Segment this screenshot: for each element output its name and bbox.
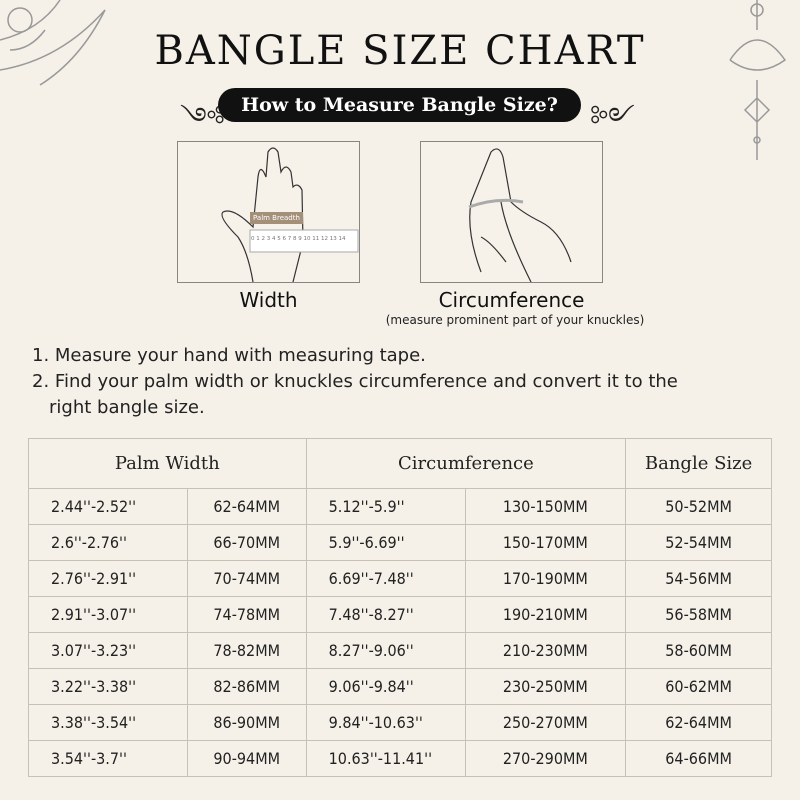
- table-row: 2.76''-2.91'' 70-74MM 6.69''-7.48'' 170-190…: [28, 560, 772, 597]
- bangle-size-cell: 56-58MM: [625, 596, 772, 633]
- circumference-illustration: [420, 141, 603, 283]
- circumference-caption: Circumference: [438, 288, 585, 312]
- circumference-mm-cell: 190-210MM: [464, 596, 627, 633]
- ruler-ticks: 0 1 2 3 4 5 6 7 8 9 10 11 12 13 14: [251, 236, 346, 242]
- circumference-mm-cell: 210-230MM: [464, 632, 627, 669]
- hand-palm-icon: [221, 147, 359, 282]
- circumference-inches-cell: 8.27''-9.06'': [305, 632, 466, 669]
- table-row: 2.44''-2.52'' 62-64MM 5.12''-5.9'' 130-150M…: [28, 488, 772, 525]
- header-circumference: Circumference: [305, 438, 627, 489]
- palm-width-mm-cell: 86-90MM: [186, 704, 307, 741]
- table-row: 2.6''-2.76'' 66-70MM 5.9''-6.69'' 150-170MM…: [28, 524, 772, 561]
- table-row: 2.91''-3.07'' 74-78MM 7.48''-8.27'' 190-210…: [28, 596, 772, 633]
- palm-width-inches-cell: 3.22''-3.38'': [28, 668, 188, 705]
- width-illustration: Palm Breadth 0 1 2 3 4 5 6 7 8 9 10 11 1…: [177, 141, 360, 283]
- bangle-size-cell: 52-54MM: [625, 524, 772, 561]
- palm-width-mm-cell: 82-86MM: [186, 668, 307, 705]
- scroll-ornament-left-icon: ༺: [180, 101, 225, 134]
- lotus-corner-decoration: [0, 0, 106, 86]
- palm-width-inches-cell: 2.6''-2.76'': [28, 524, 188, 561]
- circumference-inches-cell: 9.84''-10.63'': [305, 704, 466, 741]
- step-2-continued: right bangle size.: [49, 397, 205, 418]
- palm-width-mm-cell: 74-78MM: [186, 596, 307, 633]
- instructions: 1. Measure your hand with measuring tape…: [32, 343, 678, 421]
- palm-width-inches-cell: 2.91''-3.07'': [28, 596, 188, 633]
- lotus-hanging-decoration: [729, 0, 787, 160]
- palm-width-inches-cell: 2.44''-2.52'': [28, 488, 188, 525]
- circumference-note: (measure prominent part of your knuckles…: [385, 313, 645, 327]
- size-table: Palm Width Circumference Bangle Size 2.4…: [28, 438, 772, 777]
- circumference-mm-cell: 250-270MM: [464, 704, 627, 741]
- bangle-size-cell: 58-60MM: [625, 632, 772, 669]
- palm-width-mm-cell: 78-82MM: [186, 632, 307, 669]
- circumference-inches-cell: 9.06''-9.84'': [305, 668, 466, 705]
- header-palm-width: Palm Width: [28, 438, 307, 489]
- palm-width-inches-cell: 2.76''-2.91'': [28, 560, 188, 597]
- circumference-inches-cell: 5.9''-6.69'': [305, 524, 466, 561]
- palm-width-mm-cell: 70-74MM: [186, 560, 307, 597]
- table-row: 3.07''-3.23'' 78-82MM 8.27''-9.06'' 210-230…: [28, 632, 772, 669]
- bangle-size-cell: 50-52MM: [625, 488, 772, 525]
- circumference-inches-cell: 6.69''-7.48'': [305, 560, 466, 597]
- palm-width-inches-cell: 3.38''-3.54'': [28, 704, 188, 741]
- table-row: 3.38''-3.54'' 86-90MM 9.84''-10.63'' 250-27…: [28, 704, 772, 741]
- bangle-size-cell: 60-62MM: [625, 668, 772, 705]
- table-header-row: Palm Width Circumference Bangle Size: [28, 438, 772, 489]
- circumference-inches-cell: 5.12''-5.9'': [305, 488, 466, 525]
- hand-knuckles-icon: [468, 148, 572, 283]
- palm-width-mm-cell: 90-94MM: [186, 740, 307, 777]
- circumference-inches-cell: 7.48''-8.27'': [305, 596, 466, 633]
- palm-width-mm-cell: 66-70MM: [186, 524, 307, 561]
- header-bangle-size: Bangle Size: [625, 438, 772, 489]
- circumference-inches-cell: 10.63''-11.41'': [305, 740, 466, 777]
- page-title: BANGLE SIZE CHART: [154, 28, 646, 74]
- bangle-size-cell: 62-64MM: [625, 704, 772, 741]
- palm-width-inches-cell: 3.07''-3.23'': [28, 632, 188, 669]
- scroll-ornament-right-icon: ༻: [590, 101, 635, 134]
- bangle-size-cell: 54-56MM: [625, 560, 772, 597]
- subtitle-banner: How to Measure Bangle Size?: [218, 88, 581, 122]
- width-caption: Width: [239, 288, 298, 312]
- step-1: 1. Measure your hand with measuring tape…: [32, 345, 426, 366]
- palm-width-inches-cell: 3.54''-3.7'': [28, 740, 188, 777]
- step-2: 2. Find your palm width or knuckles circ…: [32, 371, 678, 392]
- table-row: 3.54''-3.7'' 90-94MM 10.63''-11.41'' 270-29…: [28, 740, 772, 777]
- circumference-mm-cell: 130-150MM: [464, 488, 627, 525]
- bangle-size-cell: 64-66MM: [625, 740, 772, 777]
- palm-width-mm-cell: 62-64MM: [186, 488, 307, 525]
- circumference-mm-cell: 270-290MM: [464, 740, 627, 777]
- table-row: 3.22''-3.38'' 82-86MM 9.06''-9.84'' 230-250…: [28, 668, 772, 705]
- circumference-mm-cell: 150-170MM: [464, 524, 627, 561]
- circumference-mm-cell: 170-190MM: [464, 560, 627, 597]
- palm-breadth-label: Palm Breadth: [250, 212, 303, 224]
- circumference-mm-cell: 230-250MM: [464, 668, 627, 705]
